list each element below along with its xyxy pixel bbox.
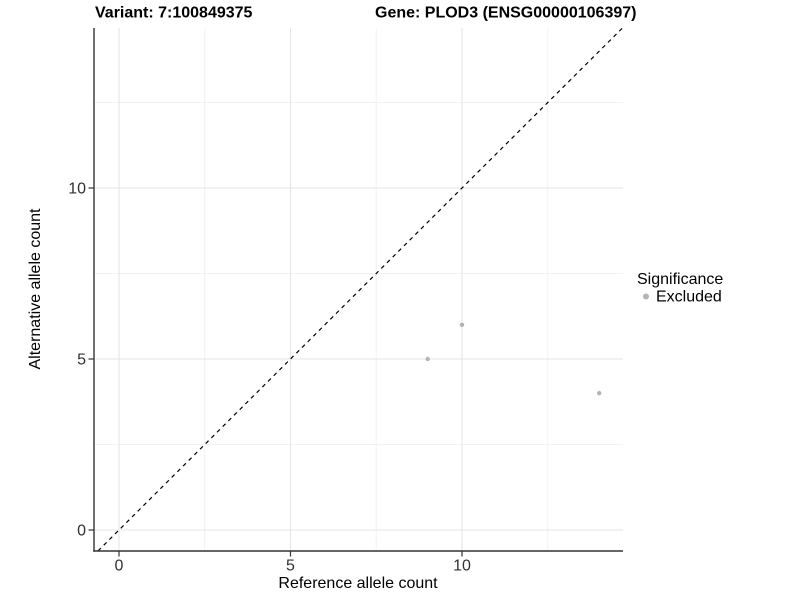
y-tick-label: 0 — [77, 523, 86, 540]
gridlines-major — [94, 28, 623, 551]
legend-item-excluded: Excluded — [656, 289, 722, 306]
plot-title-gene: Gene: PLOD3 (ENSG00000106397) — [375, 5, 636, 22]
x-tick-label: 10 — [453, 558, 471, 575]
y-tick-label: 5 — [77, 352, 86, 369]
y-axis-label: Alternative allele count — [27, 208, 44, 370]
x-tick-label: 5 — [286, 558, 295, 575]
x-tick-label: 0 — [115, 558, 124, 575]
identity-dashed-line — [97, 27, 623, 552]
data-point — [459, 322, 465, 327]
data-points — [425, 322, 602, 396]
y-tick-label: 10 — [68, 181, 86, 198]
data-point — [425, 356, 430, 362]
legend-title: Significance — [637, 271, 723, 288]
tick-marks — [88, 187, 463, 557]
data-point — [597, 391, 602, 396]
gridlines-minor — [94, 28, 623, 551]
identity-line — [97, 27, 623, 552]
plot-title-variant: Variant: 7:100849375 — [95, 5, 253, 22]
x-axis-label: Reference allele count — [278, 575, 438, 592]
axis-lines — [93, 28, 623, 552]
tick-labels: 0 5 10 0 5 10 — [68, 181, 471, 575]
legend: Significance Excluded — [637, 271, 723, 306]
legend-key-dot-icon — [643, 293, 649, 300]
